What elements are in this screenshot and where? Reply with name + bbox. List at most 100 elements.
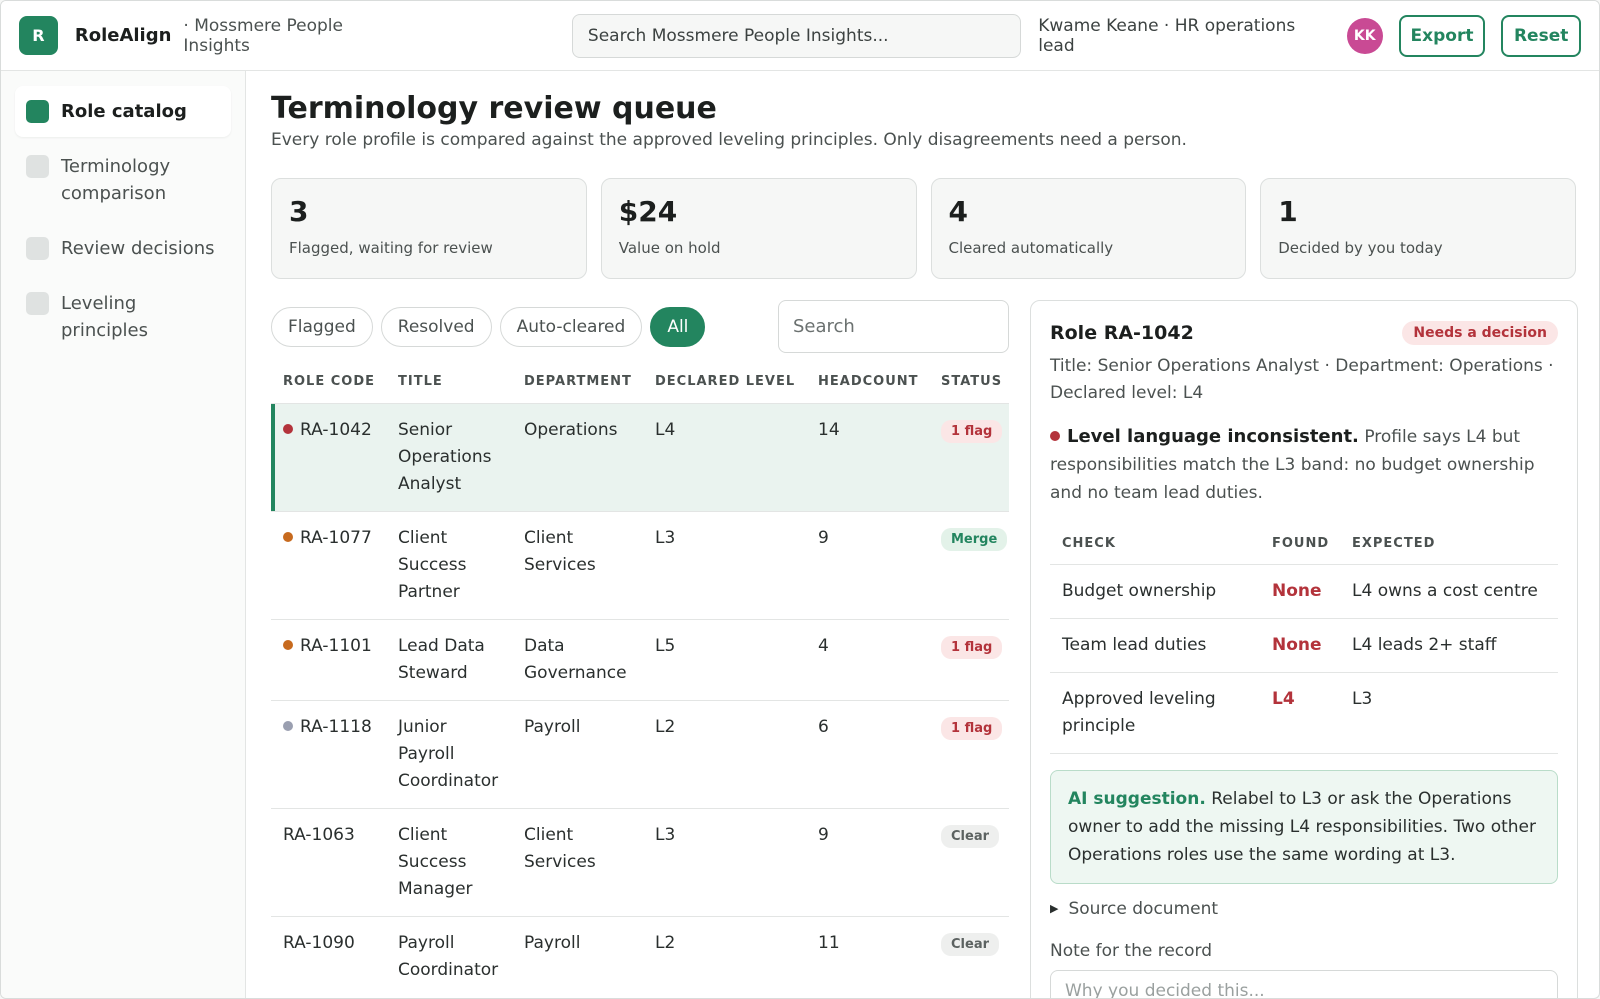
cell-title: Client Success Manager [386,807,512,916]
filter-flagged[interactable]: Flagged [271,307,373,347]
avatar[interactable]: KK [1346,17,1383,54]
checkbox-icon [26,100,49,123]
cell-department: Payroll [512,915,643,997]
export-button[interactable]: Export [1398,14,1486,57]
table-row[interactable]: RA-1077 Client Success Partner Client Serv… [271,510,1009,619]
ai-suggestion-label: AI suggestion. [1068,788,1206,809]
user-name: Kwame Keane · HR operations lead [1038,15,1296,56]
note-label: Note for the record [1050,940,1213,961]
cell-status: Clear [929,807,1009,916]
column-header[interactable]: DEPARTMENT [524,374,632,390]
cell-status: 1 flag [929,402,1009,511]
cell-department: Client Services [512,807,643,916]
sidebar-item-terminology-comparison[interactable]: Terminology comparison [15,141,231,219]
cell-role-code: RA-1090 [271,915,386,997]
status-badge: 1 flag [941,716,1003,740]
check-expected: L4 owns a cost centre [1340,564,1558,619]
stat-value: 4 [948,195,968,228]
filter-auto-cleared[interactable]: Auto-cleared [499,307,643,347]
stat-value: 1 [1278,195,1298,228]
caret-right-icon: ▶ [1050,902,1059,915]
cell-title: Lead Data Steward [386,618,512,700]
table-row[interactable]: RA-1090 Payroll Coordinator Payroll L2 11 Cle… [271,915,1009,997]
checkbox-icon [26,292,49,315]
source-document-label: Source document [1068,898,1219,919]
role-code: RA-1118 [300,716,372,737]
cell-role-code: RA-1118 [271,699,386,808]
cell-status: 1 flag [929,699,1009,808]
top-bar: R RoleAlign · Mossmere People Insights S… [1,1,1599,71]
stat-label: Decided by you today [1278,239,1443,257]
cell-level: L5 [643,618,806,700]
checkbox-icon [26,237,49,260]
cell-department: Payroll [512,699,643,808]
column-header[interactable]: TITLE [398,374,443,390]
roles-table-container: ROLE CODE TITLE DEPARTMENT DECLARED LEVE… [271,361,1009,998]
table-row[interactable]: RA-1063 Client Success Manager Client Serv… [271,807,1009,916]
status-badge: Clear [941,932,999,956]
stat-value: $24 [618,195,678,228]
role-detail-panel: Role RA-1042 Needs a decision Title: Sen… [1030,300,1578,998]
role-code: RA-1042 [300,419,372,440]
check-found: None [1260,564,1340,619]
status-badge: Needs a decision [1402,321,1558,345]
sidebar-item-label: Role catalog [61,101,187,122]
cell-headcount: 9 [806,510,929,619]
check-row: Budget ownership None L4 owns a cost cen… [1050,564,1558,619]
cell-department: Client Services [512,510,643,619]
sidebar-item-leveling-principles[interactable]: Leveling principles [15,278,231,356]
ai-suggestion-text: Relabel to L3 or ask the Operations owne… [1068,788,1537,865]
ai-suggestion: AI suggestion. Relabel to L3 or ask the … [1050,769,1558,884]
column-header: FOUND [1260,524,1340,565]
workspace-name: · Mossmere People Insights [183,15,343,56]
check-name: Approved leveling principle [1050,672,1260,754]
cell-headcount: 9 [806,807,929,916]
app-logo: R [19,16,58,55]
stat-card-decided-today: 1 Decided by you today [1260,178,1576,279]
stat-label: Value on hold [618,239,721,257]
app-name: RoleAlign [74,25,172,46]
column-header: CHECK [1050,524,1260,565]
cell-level: L2 [643,915,806,997]
cell-status: Clear [929,915,1009,997]
table-search-input[interactable]: Search [778,300,1009,353]
table-row[interactable]: RA-1118 Junior Payroll Coordinator Payroll… [271,699,1009,808]
check-row: Team lead duties None L4 leads 2+ staff [1050,618,1558,673]
column-header[interactable]: DECLARED LEVEL [655,374,796,390]
cell-level: L4 [643,402,806,511]
table-row[interactable]: RA-1101 Lead Data Steward Data Governance L… [271,618,1009,700]
column-header[interactable]: HEADCOUNT [818,374,919,390]
cell-title: Junior Payroll Coordinator [386,699,512,808]
sidebar-item-role-catalog[interactable]: Role catalog [15,86,231,137]
main-content: Terminology review queue Every role prof… [271,71,1599,998]
global-search-input[interactable]: Search Mossmere People Insights... [571,13,1022,58]
cell-department: Data Governance [512,618,643,700]
table-row[interactable]: RA-1042 Senior Operations Analyst Operatio… [271,402,1009,511]
sidebar-item-review-decisions[interactable]: Review decisions [15,223,231,274]
cell-status: 1 flag [929,618,1009,700]
status-badge: Clear [941,824,999,848]
source-document-toggle[interactable]: ▶ Source document [1050,899,1558,919]
stat-label: Cleared automatically [948,239,1114,257]
issue-text: Profile says L4 but responsibilities mat… [1050,427,1535,503]
roles-table: ROLE CODE TITLE DEPARTMENT DECLARED LEVE… [271,361,1009,997]
cell-headcount: 4 [806,618,929,700]
flag-dot-icon [1050,431,1060,441]
stat-label: Flagged, waiting for review [289,239,493,257]
reset-button[interactable]: Reset [1501,14,1581,57]
status-dot-icon [283,720,293,731]
table-header-row: ROLE CODE TITLE DEPARTMENT DECLARED LEVE… [271,361,1009,403]
stats-row: 3 Flagged, waiting for review $24 Value … [271,178,1576,279]
status-badge: Merge [941,527,1008,551]
column-header[interactable]: ROLE CODE [283,374,376,390]
filter-resolved[interactable]: Resolved [380,307,492,347]
filter-all[interactable]: All [650,307,706,347]
checkbox-icon [26,155,49,178]
column-header[interactable]: STATUS [941,374,1003,390]
note-input[interactable]: Why you decided this... [1050,969,1558,998]
checks-table: CHECK FOUND EXPECTED Budget ownership No… [1050,524,1558,754]
cell-headcount: 11 [806,915,929,997]
cell-level: L2 [643,699,806,808]
status-dot-icon [283,639,293,650]
